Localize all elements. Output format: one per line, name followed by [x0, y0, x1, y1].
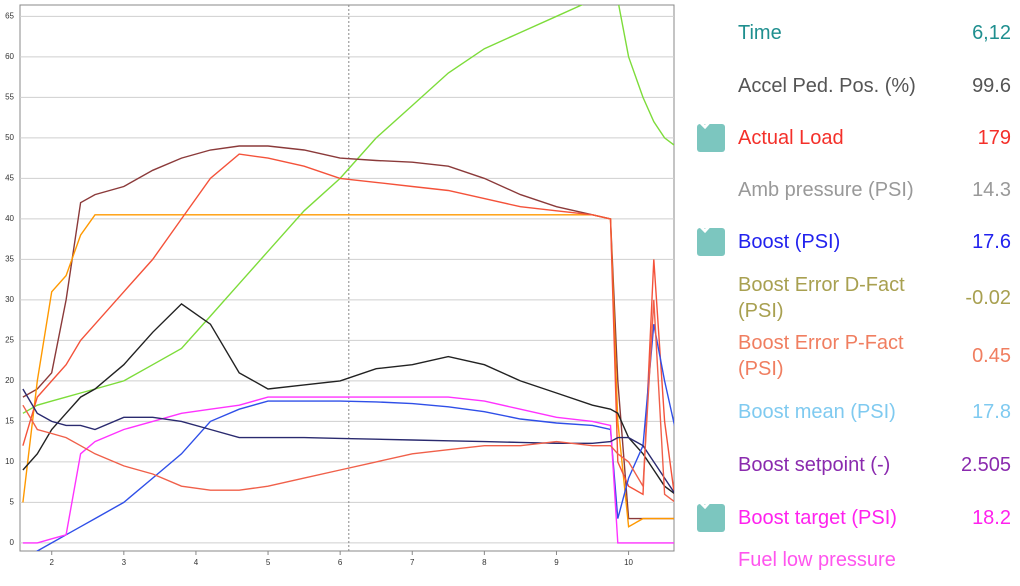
- row-value: 179: [977, 126, 1011, 149]
- value-row[interactable]: Boost Error D-Fact (PSI) -0.02: [697, 272, 1017, 324]
- y-tick-label: 35: [5, 254, 14, 263]
- y-tick-label: 55: [5, 92, 14, 101]
- checkbox-checked[interactable]: [697, 495, 725, 532]
- value-row[interactable]: Boost target (PSI) 18.2: [697, 492, 1017, 544]
- y-tick-label: 60: [5, 52, 14, 61]
- y-tick-label: 20: [5, 376, 14, 385]
- value-row[interactable]: Time 6,12: [697, 7, 1017, 59]
- row-value: 99.6: [972, 74, 1011, 97]
- value-row[interactable]: Amb pressure (PSI) 14.3: [697, 164, 1017, 216]
- checkbox-checked[interactable]: [697, 219, 725, 256]
- x-tick-label: 6: [338, 558, 343, 567]
- y-tick-label: 5: [10, 498, 15, 507]
- series-line: [35, 324, 674, 551]
- y-tick-label: 65: [5, 11, 14, 20]
- row-value: 14.3: [972, 178, 1011, 201]
- screen: 0 5 10 15 20 25 30 35 40 45 50 55 60 65 2 3 4 5 6 7 8 9 10 Tim…: [5, 4, 1017, 571]
- row-label: Boost (PSI): [738, 231, 841, 253]
- series-line: [22, 299, 674, 503]
- row-label: Amb pressure (PSI): [738, 179, 914, 201]
- x-tick-label: 3: [122, 558, 127, 567]
- value-row[interactable]: Fuel low pressure: [697, 534, 1017, 586]
- y-tick-label: 10: [5, 457, 14, 466]
- row-value: 0.45: [972, 344, 1011, 367]
- value-row[interactable]: Boost setpoint (-) 2.505: [697, 439, 1017, 491]
- check-icon: [698, 219, 716, 234]
- x-tick-label: 2: [50, 558, 55, 567]
- row-label: Time: [738, 22, 782, 44]
- value-row[interactable]: Boost Error P-Fact (PSI) 0.45: [697, 330, 1017, 382]
- x-tick-label: 8: [482, 558, 487, 567]
- row-value: -0.02: [965, 286, 1011, 309]
- row-value: 17.6: [972, 230, 1011, 253]
- x-tick-label: 7: [410, 558, 415, 567]
- checkbox-checked[interactable]: [697, 115, 725, 152]
- y-tick-label: 25: [5, 335, 14, 344]
- row-label: Boost target (PSI): [738, 507, 897, 529]
- series-line: [22, 388, 674, 494]
- y-tick-label: 0: [10, 538, 15, 547]
- row-label: Accel Ped. Pos. (%): [738, 75, 916, 97]
- row-label: Boost mean (PSI): [738, 401, 896, 423]
- row-label: Boost setpoint (-): [738, 454, 891, 476]
- row-value: 2.505: [960, 453, 1011, 476]
- series-line: [22, 396, 674, 544]
- x-tick-label: 4: [194, 558, 199, 567]
- x-tick-label: 10: [624, 558, 633, 567]
- x-tick-label: 9: [554, 558, 559, 567]
- plot-area: [19, 4, 675, 552]
- x-tick-label: 5: [266, 558, 271, 567]
- value-row[interactable]: Accel Ped. Pos. (%) 99.6: [697, 60, 1017, 112]
- series-group: [22, 5, 674, 551]
- series-line: [22, 5, 674, 414]
- value-row[interactable]: Boost (PSI) 17.6: [697, 216, 1017, 268]
- series-line: [22, 145, 674, 520]
- y-tick-label: 30: [5, 295, 14, 304]
- row-value: 17.8: [972, 400, 1011, 423]
- value-row[interactable]: Actual Load 179: [697, 112, 1017, 164]
- value-row[interactable]: Boost mean (PSI) 17.8: [697, 386, 1017, 438]
- y-tick-label: 40: [5, 214, 14, 223]
- check-icon: [698, 115, 716, 130]
- y-tick-label: 45: [5, 173, 14, 182]
- row-label: Fuel low pressure: [738, 549, 896, 571]
- row-value: 6,12: [972, 21, 1011, 44]
- y-tick-label: 50: [5, 133, 14, 142]
- series-line: [22, 153, 674, 498]
- series-line: [22, 302, 674, 495]
- row-label: Actual Load: [738, 127, 844, 149]
- check-icon: [698, 495, 716, 510]
- row-label: Boost Error P-Fact (PSI): [738, 332, 904, 380]
- row-label: Boost Error D-Fact (PSI): [738, 274, 905, 322]
- row-value: 18.2: [972, 506, 1011, 529]
- y-tick-label: 15: [5, 416, 14, 425]
